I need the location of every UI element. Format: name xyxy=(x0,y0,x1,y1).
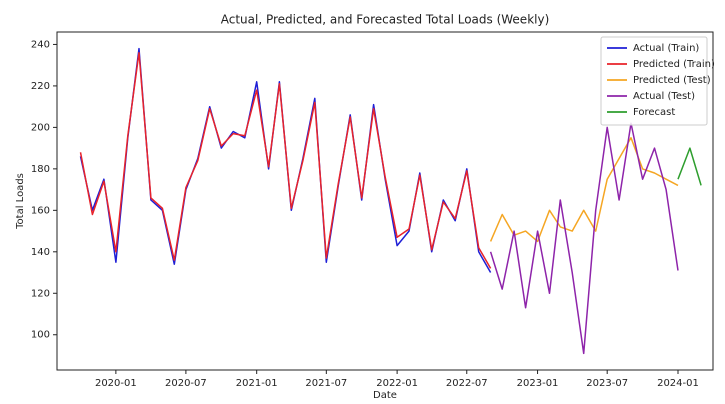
x-tick-label: 2021-01 xyxy=(236,378,278,389)
x-tick-label: 2020-01 xyxy=(95,378,137,389)
x-tick-label: 2022-01 xyxy=(376,378,418,389)
y-tick-label: 180 xyxy=(31,164,50,175)
plot-frame xyxy=(56,31,714,371)
x-tick-label: 2024-01 xyxy=(657,378,699,389)
legend-label: Predicted (Train) xyxy=(633,59,715,70)
x-tick-label: 2023-01 xyxy=(517,378,559,389)
x-axis-label: Date xyxy=(373,390,397,401)
series-line xyxy=(79,51,492,269)
x-tick-label: 2020-07 xyxy=(165,378,207,389)
series-line xyxy=(489,122,679,355)
legend-box xyxy=(600,36,708,126)
x-tick-label: 2021-07 xyxy=(305,378,347,389)
y-tick-label: 100 xyxy=(31,330,50,341)
y-tick-label: 140 xyxy=(31,247,50,258)
legend-label: Predicted (Test) xyxy=(633,75,711,86)
legend-label: Actual (Test) xyxy=(633,91,695,102)
x-tick-label: 2022-07 xyxy=(446,378,488,389)
legend-label: Actual (Train) xyxy=(633,43,699,54)
chart-title: Actual, Predicted, and Forecasted Total … xyxy=(221,13,550,27)
legend-label: Forecast xyxy=(633,107,675,118)
x-tick-label: 2023-07 xyxy=(586,378,628,389)
y-axis-label: Total Loads xyxy=(15,173,26,230)
legend: Actual (Train) Predicted (Train) Predicted… xyxy=(600,36,715,126)
y-tick-label: 160 xyxy=(31,205,50,216)
y-tick-label: 120 xyxy=(31,288,50,299)
series-line xyxy=(677,147,702,186)
y-tick-label: 240 xyxy=(31,39,50,50)
y-tick-label: 220 xyxy=(31,81,50,92)
y-tick-label: 200 xyxy=(31,122,50,133)
